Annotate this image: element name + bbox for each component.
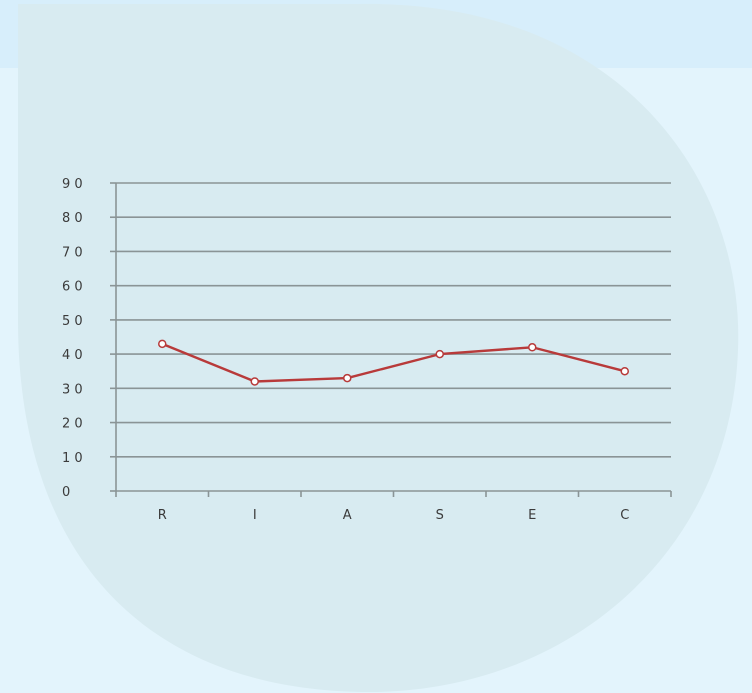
grid-layer [116,182,671,458]
data-point [620,366,629,376]
y-tick-label: 0 [62,485,70,500]
bubble-shape [18,3,739,693]
data-point [343,373,352,383]
y-tick-label: 4 0 [62,348,83,363]
y-tick-label: 6 0 [62,280,83,295]
x-tick-label: E [528,508,536,523]
x-tick-label: R [158,508,167,523]
y-tick-label: 1 0 [62,451,83,466]
x-tick-label: S [436,508,444,523]
data-point [435,349,444,359]
series-layer [158,339,629,386]
y-tick-label: 3 0 [62,382,83,397]
y-tick-label: 9 0 [62,177,83,192]
data-point [158,339,167,349]
y-tick-label: 5 0 [62,314,83,329]
y-tick-label: 8 0 [62,211,83,226]
x-tick-label: A [343,508,352,523]
data-point [250,377,259,386]
data-point [528,343,537,352]
x-tick-label: C [620,508,629,523]
series-line [161,342,626,383]
x-tick-label: I [253,508,257,523]
y-tick-label: 2 0 [62,417,83,432]
axis-layer [110,182,672,497]
y-tick-labels: 0 1 0 2 0 3 0 4 0 5 0 6 0 7 0 8 0 9 0 [62,177,83,500]
y-tick-label: 7 0 [62,245,83,260]
